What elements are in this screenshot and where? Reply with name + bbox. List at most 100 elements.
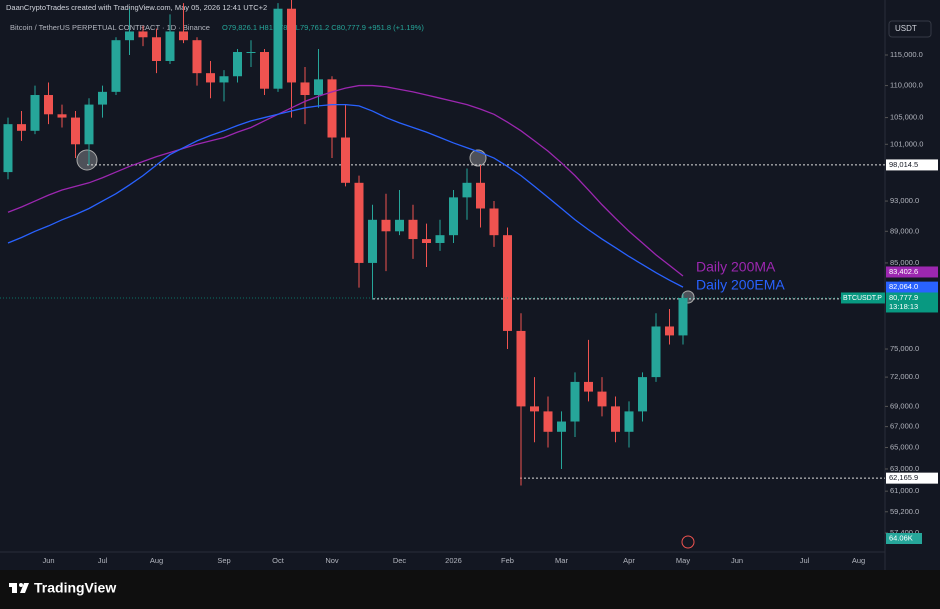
- price-tag: 82,064.0: [889, 282, 918, 291]
- candle-body: [3, 124, 13, 173]
- x-tick-label: Apr: [623, 556, 635, 565]
- annotation: Daily 200MA: [696, 259, 776, 275]
- last-price-bg: [886, 292, 938, 313]
- x-tick-label: Feb: [501, 556, 514, 565]
- countdown: 13:18:13: [889, 302, 918, 311]
- highlight-circle: [469, 149, 487, 167]
- y-tick-label: 61,000.0: [890, 486, 919, 495]
- level-tag: 98,014.5: [889, 160, 918, 169]
- volume-tag-bg: [886, 533, 922, 544]
- ohlc: O79,826.1 H81,278.2 L79,761.2 C80,777.9 …: [222, 23, 424, 32]
- candle-body: [354, 182, 364, 263]
- candle-body: [678, 297, 688, 336]
- x-tick-label: Jul: [98, 556, 108, 565]
- candle-body: [543, 411, 553, 432]
- price-tag-bg: [886, 281, 938, 293]
- highlight-circle: [76, 149, 98, 171]
- y-tick-label: 110,000.0: [890, 81, 923, 90]
- candle-body: [341, 137, 350, 183]
- candle-body: [152, 37, 161, 61]
- tradingview-logo: [9, 583, 29, 593]
- price-tag-bg: [886, 266, 938, 278]
- y-tick-label: 65,000.0: [890, 442, 919, 451]
- x-tick-label: Aug: [852, 556, 865, 565]
- candle-body: [138, 31, 148, 38]
- last-price: 80,777.9: [889, 293, 918, 302]
- level-tag: 62,165.9: [889, 473, 918, 482]
- candle-body: [71, 117, 80, 145]
- candle-body: [665, 326, 674, 336]
- candle-body: [516, 330, 526, 407]
- candle-body: [179, 31, 188, 41]
- candle-body: [611, 406, 620, 432]
- candle-body: [44, 95, 53, 115]
- x-tick-label: Jun: [42, 556, 54, 565]
- y-tick-label: 75,000.0: [890, 344, 919, 353]
- candle-body: [624, 411, 634, 432]
- candle-body: [395, 219, 404, 232]
- x-tick-label: 2026: [445, 556, 462, 565]
- currency-button[interactable]: [888, 20, 932, 38]
- y-tick-label: 59,200.0: [890, 507, 919, 516]
- symbol-tag: BTCUSDT.P: [843, 295, 882, 302]
- candle-body: [111, 40, 121, 92]
- x-tick-label: Jul: [800, 556, 810, 565]
- candle-body: [651, 326, 661, 378]
- candle-body: [165, 31, 175, 61]
- candle-body: [435, 235, 445, 243]
- candle-body: [125, 31, 134, 41]
- x-tick-label: May: [676, 556, 690, 565]
- candle-body: [192, 40, 202, 74]
- ma-line: [7, 84, 684, 277]
- candle-body: [476, 182, 485, 209]
- candle-body: [98, 91, 107, 105]
- symbol: Bitcoin / TetherUS PERPETUAL CONTRACT · …: [10, 23, 210, 32]
- x-tick-label: Sep: [217, 556, 230, 565]
- y-tick-label: 93,000.0: [890, 196, 919, 205]
- candle-body: [368, 219, 377, 263]
- candle-body: [597, 391, 607, 407]
- candle-body: [57, 114, 67, 118]
- candle-body: [530, 406, 539, 412]
- y-tick-label: 63,000.0: [890, 464, 919, 473]
- candle-body: [503, 235, 512, 331]
- candle-body: [570, 381, 580, 422]
- candle-body: [233, 52, 242, 77]
- x-tick-label: Mar: [555, 556, 568, 565]
- candle-body: [327, 79, 337, 138]
- candle-body: [260, 52, 269, 89]
- candle-body: [219, 76, 229, 83]
- alert-icon[interactable]: [681, 535, 695, 549]
- symbol-tag-bg: [841, 292, 885, 304]
- ma-line: [7, 103, 684, 288]
- candle-body: [314, 79, 323, 96]
- x-tick-label: Oct: [272, 556, 285, 565]
- x-tick-label: Aug: [150, 556, 163, 565]
- candle-body: [206, 73, 215, 83]
- currency[interactable]: USDT: [895, 24, 917, 33]
- y-tick-label: 89,000.0: [890, 226, 919, 235]
- y-tick-label: 72,000.0: [890, 372, 919, 381]
- price-tag: 83,402.6: [889, 267, 918, 276]
- candle-body: [17, 124, 26, 131]
- candle-body: [30, 95, 40, 131]
- y-tick-label: 101,000.0: [890, 139, 923, 148]
- candle-body: [489, 208, 499, 236]
- brand: TradingView: [34, 580, 116, 596]
- footer-bar: [0, 570, 940, 609]
- x-tick-label: Dec: [393, 556, 407, 565]
- y-tick-label: 85,000.0: [890, 258, 919, 267]
- candle-body: [638, 377, 647, 412]
- candle-body: [300, 82, 310, 96]
- author-line: DaanCryptoTrades created with TradingVie…: [6, 3, 267, 12]
- candle-body: [84, 104, 94, 145]
- x-tick-label: Jun: [731, 556, 743, 565]
- candle-body: [273, 8, 283, 89]
- y-tick-label: 115,000.0: [890, 50, 923, 59]
- candle-body: [584, 381, 593, 392]
- candle-body: [557, 421, 566, 432]
- y-tick-label: 57,400.0: [890, 528, 919, 537]
